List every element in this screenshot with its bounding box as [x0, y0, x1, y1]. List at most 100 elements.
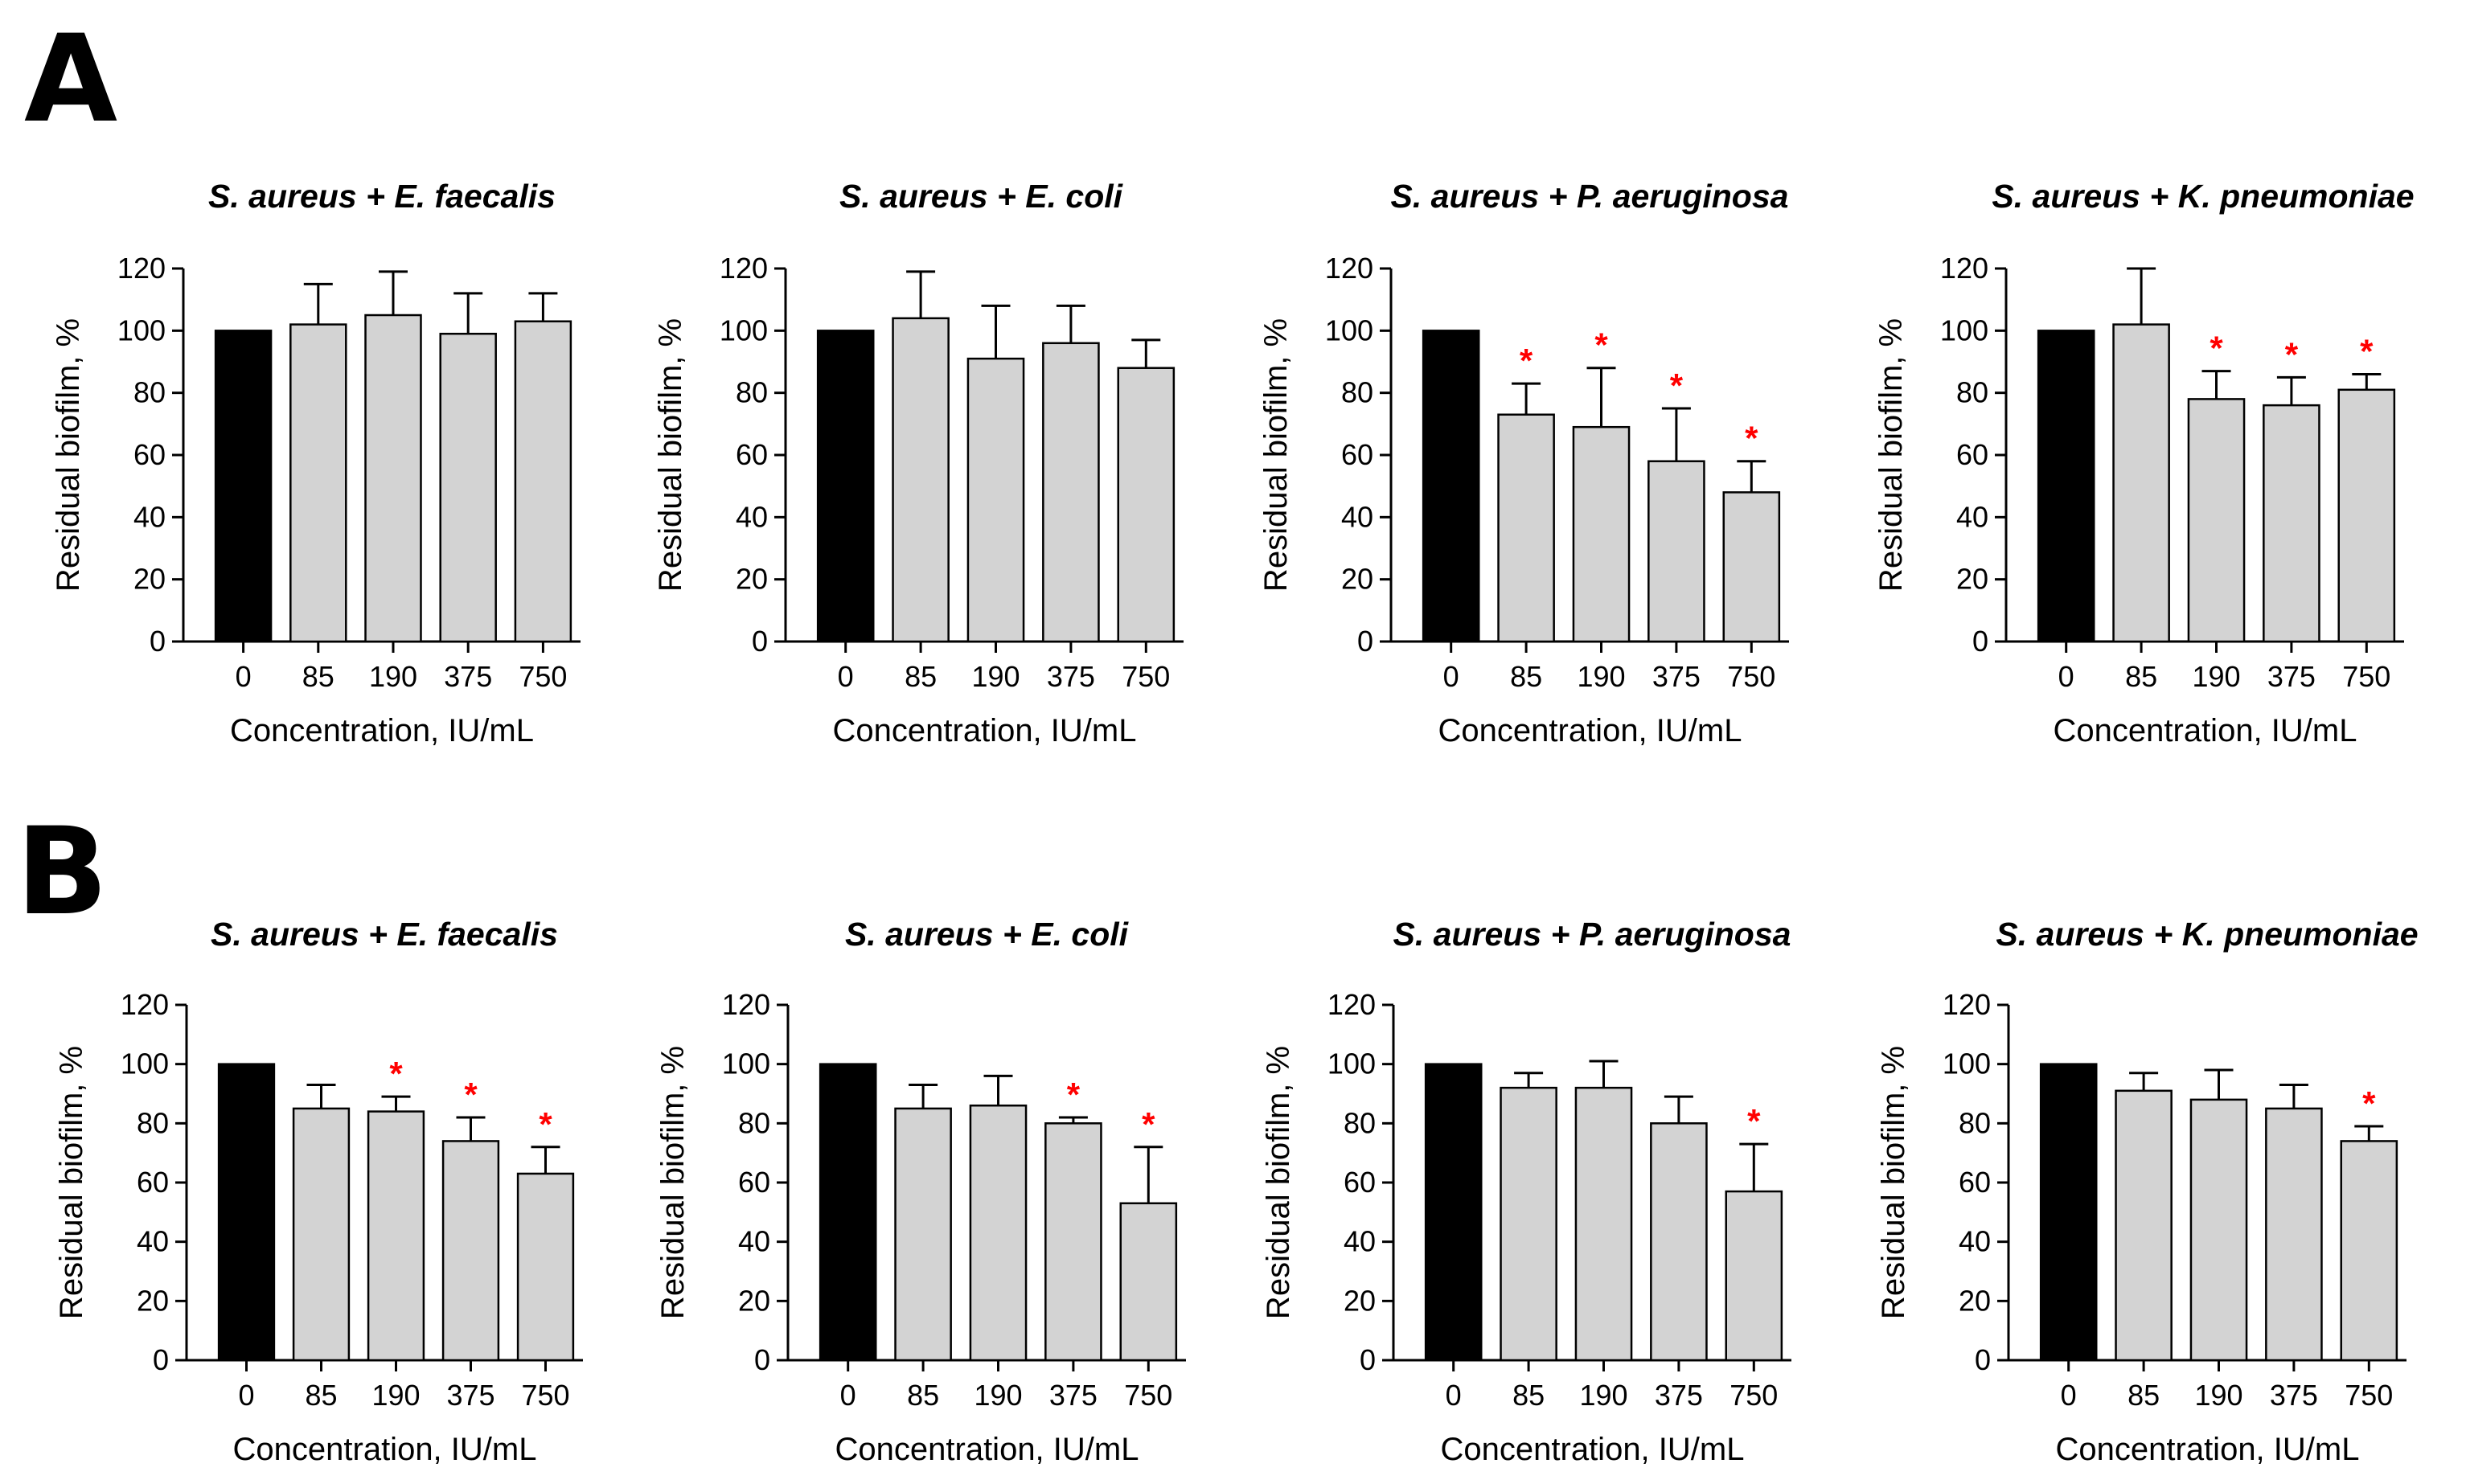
chart-title: S. aureus + K. pneumoniae [1996, 916, 2418, 953]
significance-star: * [1745, 420, 1758, 457]
y-tick-label: 80 [137, 1106, 169, 1139]
x-tick-label: 0 [838, 660, 854, 693]
x-tick-label: 190 [1577, 660, 1625, 693]
x-tick-label: 750 [521, 1379, 569, 1412]
bar [364, 314, 422, 643]
y-tick-label: 100 [1940, 314, 1988, 346]
y-tick-label: 60 [1341, 438, 1373, 471]
x-tick-label: 0 [236, 660, 252, 693]
bar [1647, 460, 1705, 643]
y-axis-label: Residual biofilm, % [1258, 318, 1294, 592]
bar [2189, 1098, 2248, 1362]
significance-star: * [1142, 1105, 1155, 1143]
bar [966, 357, 1025, 643]
y-tick-label: 60 [1344, 1166, 1376, 1199]
chart-8: S. aureus + K. pneumoniae 0 20 40 60 80 100 120… [1876, 916, 2419, 1467]
x-tick-label: 375 [1652, 660, 1701, 693]
y-tick-label: 20 [736, 563, 768, 596]
y-tick-label: 60 [736, 438, 768, 471]
chart-2: S. aureus + E. coli 0 20 40 60 80 100 120 Residu… [653, 178, 1184, 748]
significance-star: * [2360, 332, 2374, 370]
x-axis-label: Concentration, IU/mL [233, 1432, 537, 1467]
bar [892, 317, 950, 643]
y-tick-label: 0 [150, 625, 166, 658]
chart-3: S. aureus + P. aeruginosa 0 20 40 60 80 100 120… [1258, 178, 1789, 748]
y-axis-label: Residual biofilm, % [54, 1046, 89, 1319]
bar [819, 1063, 877, 1362]
y-tick-label: 40 [133, 500, 166, 533]
y-tick-label: 0 [754, 1343, 770, 1376]
y-tick-label: 80 [736, 376, 768, 409]
bar [214, 330, 273, 643]
bar [2112, 323, 2170, 643]
y-tick-label: 20 [137, 1284, 169, 1317]
x-tick-label: 190 [974, 1379, 1022, 1412]
x-tick-label: 0 [840, 1379, 856, 1412]
x-axis-label: Concentration, IU/mL [2056, 1432, 2360, 1467]
y-tick-label: 120 [117, 252, 166, 285]
bar [1044, 1122, 1102, 1362]
chart-7: S. aureus + P. aeruginosa 0 20 40 60 80 100 120… [1261, 916, 1791, 1467]
x-tick-label: 750 [2345, 1379, 2393, 1412]
y-tick-label: 120 [722, 988, 770, 1021]
bar [2115, 1089, 2173, 1362]
significance-star: * [539, 1105, 552, 1143]
y-tick-label: 40 [1956, 500, 1988, 533]
x-tick-label: 375 [1047, 660, 1095, 693]
y-tick-label: 100 [117, 314, 166, 346]
x-tick-label: 375 [1655, 1379, 1703, 1412]
x-axis-label: Concentration, IU/mL [230, 713, 534, 748]
x-tick-label: 85 [302, 660, 334, 693]
bar [439, 332, 497, 643]
bar [1424, 1063, 1483, 1362]
x-tick-label: 190 [2192, 660, 2240, 693]
y-tick-label: 40 [1341, 500, 1373, 533]
x-tick-label: 0 [1443, 660, 1459, 693]
bar [441, 1140, 500, 1362]
bar [1500, 1086, 1557, 1362]
x-tick-label: 85 [305, 1379, 337, 1412]
y-tick-label: 20 [1344, 1284, 1376, 1317]
x-tick-label: 375 [1049, 1379, 1098, 1412]
y-tick-label: 0 [153, 1343, 169, 1376]
panel-letter-b: B [16, 802, 108, 942]
chart-title: S. aureus + P. aeruginosa [1391, 178, 1789, 215]
y-tick-label: 120 [1325, 252, 1373, 285]
y-tick-label: 20 [738, 1284, 770, 1317]
bar [2340, 1140, 2398, 1362]
bar [367, 1110, 425, 1362]
bar [217, 1063, 276, 1362]
y-tick-label: 40 [736, 500, 768, 533]
chart-title: S. aureus + K. pneumoniae [1992, 178, 2414, 215]
bar [516, 1172, 575, 1362]
y-tick-label: 60 [1956, 438, 1988, 471]
y-tick-label: 80 [1341, 376, 1373, 409]
y-tick-label: 120 [1327, 988, 1376, 1021]
bar [1722, 491, 1781, 643]
y-axis-label: Residual biofilm, % [1261, 1046, 1296, 1319]
bar [1650, 1122, 1708, 1362]
chart-title: S. aureus + E. faecalis [208, 178, 556, 215]
y-tick-label: 0 [1972, 625, 1988, 658]
x-tick-label: 375 [446, 1379, 494, 1412]
bar [2337, 388, 2396, 643]
y-tick-label: 80 [1344, 1106, 1376, 1139]
x-axis-label: Concentration, IU/mL [1441, 1432, 1745, 1467]
y-axis-label: Residual biofilm, % [655, 1046, 691, 1319]
bar [292, 1107, 351, 1362]
x-tick-label: 750 [1122, 660, 1170, 693]
x-tick-label: 85 [2127, 1379, 2160, 1412]
y-tick-label: 60 [1959, 1166, 1991, 1199]
bar [1422, 330, 1480, 643]
chart-5: S. aureus + E. faecalis 0 20 40 60 80 100 120 Re… [54, 916, 583, 1467]
significance-star: * [1747, 1102, 1761, 1140]
significance-star: * [1520, 342, 1533, 379]
y-tick-label: 100 [1943, 1047, 1991, 1080]
chart-4: S. aureus + K. pneumoniae 0 20 40 60 80 100 120… [1873, 178, 2415, 748]
bar [969, 1104, 1028, 1362]
y-axis-label: Residual biofilm, % [51, 318, 86, 592]
y-tick-label: 120 [1940, 252, 1988, 285]
y-tick-label: 80 [1959, 1106, 1991, 1139]
chart-6: S. aureus + E. coli 0 20 40 60 80 100 120 Residu… [655, 916, 1186, 1467]
